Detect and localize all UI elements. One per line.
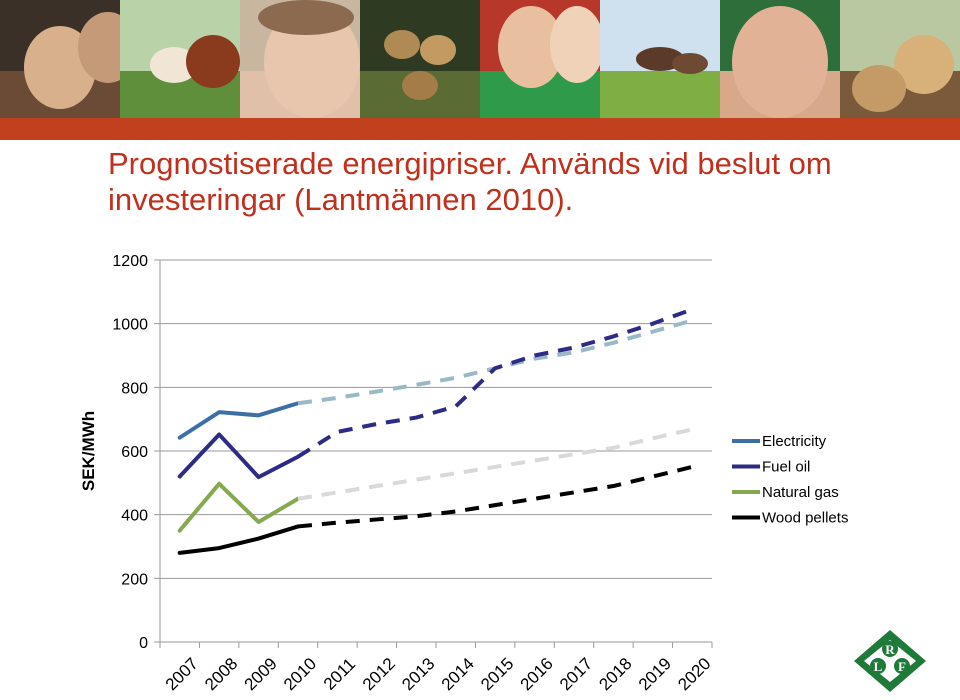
slide-title: Prognostiserade energipriser. Används vi…: [108, 146, 832, 217]
series-line-forecast: [297, 427, 693, 501]
logo-letter: L: [874, 659, 883, 674]
series-line-forecast: [297, 318, 693, 406]
banner-strip: [0, 118, 960, 140]
y-tick-label: 600: [121, 444, 148, 461]
young-couple-photo: [480, 0, 600, 118]
logo-letter: F: [898, 659, 906, 674]
potatoes-photo: [360, 0, 480, 118]
y-tick-label: 800: [121, 380, 148, 397]
y-tick-label: 0: [139, 635, 148, 652]
y-tick-label: 1000: [112, 317, 148, 334]
logo-letter: R: [885, 642, 895, 657]
x-tick-label: 2007: [162, 654, 202, 694]
x-tick-label: 2008: [201, 654, 241, 694]
legend-label: Natural gas: [762, 484, 839, 501]
logo-letter-badge: [894, 658, 910, 674]
logo-letter-badge: [882, 641, 898, 657]
x-tick-label: 2016: [517, 654, 557, 694]
series-line-actual: [177, 524, 300, 555]
y-tick-label: 400: [121, 508, 148, 525]
timber-photo: [840, 0, 960, 118]
legend-label: Electricity: [762, 433, 827, 450]
x-tick-label: 2018: [595, 654, 635, 694]
x-tick-label: 2010: [280, 654, 320, 694]
x-tick-label: 2015: [477, 654, 517, 694]
cows-photo: [120, 0, 240, 118]
y-tick-label: 1200: [112, 253, 148, 270]
lrf-logo: RL F: [854, 630, 926, 692]
logo-letter-badge: [870, 658, 886, 674]
x-tick-label: 2019: [635, 654, 675, 694]
series-line-forecast: [297, 464, 693, 529]
legend-label: Fuel oil: [762, 459, 810, 476]
farmers-photo: [0, 0, 120, 118]
series-line-forecast: [296, 307, 693, 459]
man-photo: [720, 0, 840, 118]
legend-label: Wood pellets: [762, 510, 848, 527]
x-tick-label: 2012: [359, 654, 399, 694]
x-tick-label: 2020: [674, 654, 714, 694]
y-tick-label: 200: [121, 571, 148, 588]
series-line-actual: [177, 481, 300, 533]
series-line-actual: [177, 432, 300, 480]
y-axis-title: SEK/MWh: [79, 411, 98, 491]
woman-photo: [240, 0, 360, 118]
series-line-actual: [177, 401, 300, 440]
photo-banner: [0, 0, 960, 118]
x-tick-label: 2011: [320, 654, 359, 693]
x-tick-label: 2013: [398, 654, 438, 694]
horses-photo: [600, 0, 720, 118]
x-tick-label: 2017: [556, 654, 596, 694]
x-tick-label: 2014: [438, 654, 478, 694]
x-tick-label: 2009: [241, 654, 281, 694]
